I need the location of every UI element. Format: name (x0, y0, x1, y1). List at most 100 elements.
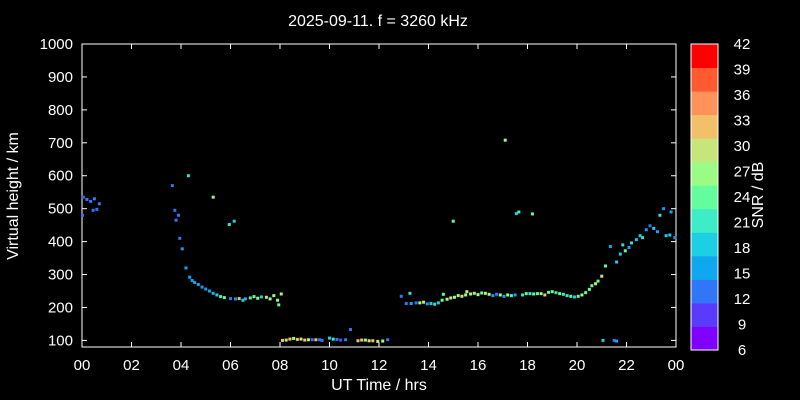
data-point (576, 294, 580, 298)
data-point (465, 290, 469, 294)
data-point (627, 246, 631, 250)
data-point (451, 219, 455, 223)
data-point (480, 291, 484, 295)
x-tick-label: 04 (173, 357, 190, 374)
data-point (669, 210, 673, 214)
data-point (306, 338, 310, 342)
data-point (320, 338, 324, 342)
data-point (554, 291, 558, 295)
data-point (483, 291, 487, 295)
data-point (436, 301, 440, 305)
data-point (425, 302, 429, 306)
data-point (408, 291, 412, 295)
data-point (331, 337, 335, 341)
colorbar-segment (691, 326, 718, 351)
data-point (170, 184, 174, 188)
data-point (528, 292, 532, 296)
data-point (276, 298, 280, 302)
data-point (80, 213, 84, 217)
data-point (658, 213, 662, 217)
data-point (177, 213, 181, 217)
data-point (188, 275, 192, 279)
colorbar-segment (691, 232, 718, 257)
data-point (97, 202, 101, 206)
y-tick-label: 700 (48, 135, 73, 152)
data-point (600, 274, 604, 278)
data-point (256, 296, 260, 300)
data-point (399, 294, 403, 298)
data-point (190, 278, 194, 282)
data-point (180, 247, 184, 251)
data-point (314, 338, 318, 342)
data-point (569, 294, 573, 298)
x-axis-label: UT Time / hrs (331, 377, 427, 394)
x-tick-label: 08 (272, 357, 289, 374)
data-point (184, 266, 188, 270)
data-point (299, 337, 303, 341)
y-tick-label: 600 (48, 168, 73, 185)
colorbar-tick-label: 21 (734, 215, 751, 232)
data-point (509, 294, 513, 298)
data-point (618, 252, 622, 256)
data-point (673, 236, 677, 240)
data-point (371, 339, 375, 343)
data-point (464, 293, 468, 297)
y-tick-label: 200 (48, 299, 73, 316)
data-point (367, 339, 371, 343)
data-point (211, 291, 215, 295)
data-point (85, 197, 89, 201)
data-point (91, 208, 95, 212)
data-point (328, 336, 331, 340)
data-point (376, 339, 380, 343)
data-point (232, 219, 236, 223)
y-tick-label: 1000 (40, 36, 73, 53)
data-point (503, 138, 507, 142)
data-point (584, 291, 588, 295)
colorbar-segment (691, 208, 718, 233)
data-point (517, 210, 521, 214)
data-point (339, 338, 343, 342)
x-tick-label: 06 (222, 357, 239, 374)
x-tick-label: 18 (519, 357, 536, 374)
data-point (535, 292, 539, 296)
colorbar-tick-label: 12 (734, 291, 751, 308)
colorbar-tick-label: 15 (734, 266, 751, 283)
colorbar-segment (691, 138, 718, 163)
data-point (178, 236, 182, 240)
data-point (229, 297, 232, 301)
data-point (204, 287, 208, 291)
data-point (573, 295, 577, 299)
y-tick-label: 300 (48, 267, 73, 284)
data-point (495, 292, 499, 296)
x-tick-label: 02 (123, 357, 140, 374)
data-point (596, 279, 600, 283)
data-point (409, 302, 413, 306)
data-point (641, 236, 645, 240)
data-point (200, 285, 204, 289)
data-point (445, 297, 449, 301)
data-point (335, 337, 339, 341)
data-point (487, 292, 491, 296)
data-point (543, 293, 547, 297)
data-point (279, 292, 283, 296)
data-point (295, 337, 299, 341)
data-point (648, 224, 652, 228)
colorbar-tick-label: 18 (734, 240, 751, 257)
data-point (652, 226, 656, 230)
data-point (422, 300, 426, 304)
data-point (565, 294, 569, 298)
data-point (237, 297, 241, 301)
colorbar-tick-label: 36 (734, 87, 751, 104)
data-point (174, 218, 178, 222)
x-tick-label: 22 (618, 357, 635, 374)
data-point (621, 243, 625, 247)
x-tick-label: 16 (470, 357, 487, 374)
y-axis-label: Virtual height / km (5, 132, 22, 260)
data-point (219, 295, 223, 299)
colorbar-segment (691, 255, 718, 280)
colorbar-segment (691, 91, 718, 116)
data-point (655, 230, 659, 234)
data-point (356, 339, 360, 343)
colorbar-segment (691, 279, 718, 304)
data-point (644, 228, 648, 232)
